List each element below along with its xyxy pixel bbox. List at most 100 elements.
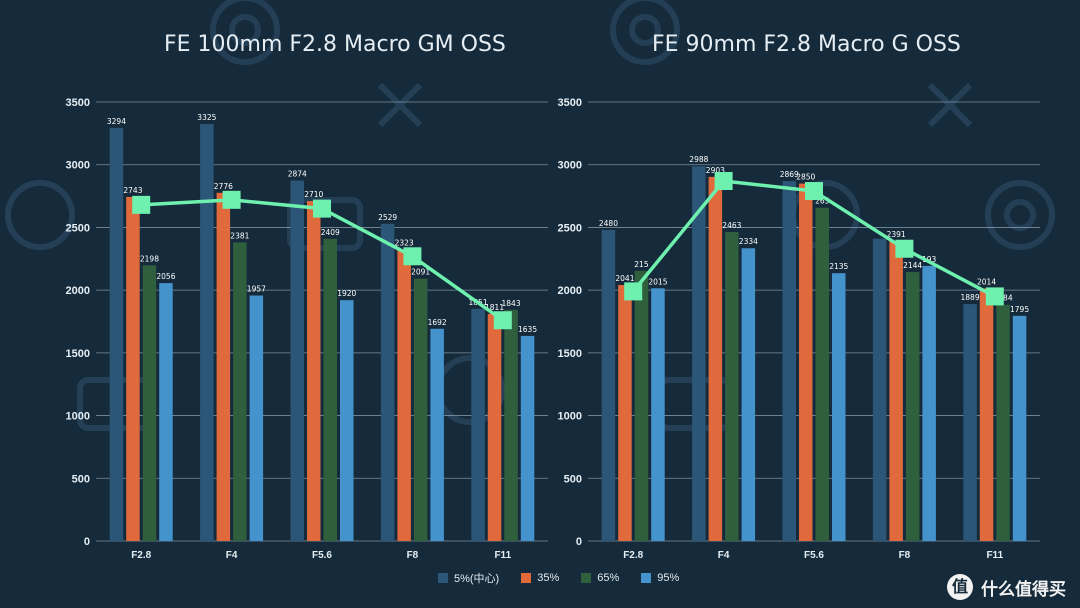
chart-title-left: FE 100mm F2.8 Macro GM OSS	[164, 32, 506, 57]
left-data-label: 2323	[395, 239, 414, 248]
right-data-label: 2869	[780, 170, 799, 179]
right-bar	[651, 288, 665, 541]
left-xtick-label: F5.6	[312, 550, 332, 561]
left-ytick-label: 3500	[66, 97, 90, 109]
right-data-label: 2480	[599, 219, 618, 228]
legend-item-95: 95%	[641, 572, 679, 584]
left-ytick-label: 500	[72, 473, 90, 485]
right-bar	[634, 270, 649, 541]
left-overlay-marker	[132, 195, 151, 214]
left-bar	[471, 308, 485, 541]
legend-swatch-35	[521, 573, 532, 583]
left-ytick-label: 1000	[66, 411, 90, 423]
right-bar	[905, 272, 920, 541]
left-overlay-marker	[313, 199, 331, 218]
legend-label-65: 65%	[597, 572, 620, 584]
right-data-label: 2988	[689, 155, 708, 164]
legend-item-65: 65%	[581, 572, 619, 584]
right-xtick-label: F8	[899, 550, 911, 561]
right-ytick-label: 1500	[558, 348, 582, 360]
legend-label-95: 95%	[657, 572, 680, 584]
left-xtick-label: F8	[407, 550, 419, 561]
right-overlay-marker	[895, 239, 914, 258]
legend-swatch-95	[641, 573, 652, 583]
left-ytick-label: 0	[84, 536, 90, 548]
right-ytick-label: 1000	[558, 411, 582, 423]
legend-swatch-65	[581, 573, 592, 583]
right-xtick-label: F2.8	[623, 550, 643, 561]
left-bar	[487, 313, 502, 541]
right-ytick-label: 500	[564, 473, 582, 485]
left-bar	[307, 201, 321, 542]
left-bar	[109, 127, 124, 541]
right-data-label: 265	[815, 197, 830, 206]
right-ytick-label: 3000	[558, 160, 582, 172]
right-bar	[963, 304, 977, 541]
right-bar	[692, 166, 706, 541]
right-data-label: 2014	[977, 277, 996, 286]
left-bar	[126, 196, 140, 541]
right-data-label: 2144	[903, 261, 922, 270]
right-data-label: 2041	[615, 274, 634, 283]
legend: 5%(中心) 35% 65% 95%	[438, 570, 679, 586]
right-bar	[741, 248, 756, 542]
left-data-label: 1843	[502, 299, 521, 308]
left-bar	[397, 249, 411, 541]
right-xtick-label: F4	[718, 550, 730, 561]
left-data-label: 1811	[485, 303, 504, 312]
left-ytick-label: 2000	[66, 285, 90, 297]
right-data-label: 2850	[796, 173, 815, 182]
left-overlay-marker	[493, 311, 512, 330]
left-bar	[142, 265, 157, 541]
left-bar	[380, 223, 395, 541]
brand-watermark: 值 什么值得买	[947, 574, 1066, 600]
right-ytick-label: 0	[576, 536, 582, 548]
left-data-label: 3325	[197, 113, 216, 122]
left-data-label: 1635	[518, 325, 537, 334]
left-bar	[216, 192, 231, 541]
legend-label-35: 35%	[537, 572, 560, 584]
left-xtick-label: F2.8	[131, 550, 151, 561]
right-bar	[889, 241, 903, 541]
right-overlay-marker	[985, 287, 1004, 306]
right-data-label: 1889	[961, 293, 980, 302]
left-bar	[413, 278, 428, 541]
left-bar	[504, 309, 518, 541]
right-bar	[799, 183, 813, 541]
right-bar	[725, 232, 739, 541]
left-data-label: 2198	[140, 254, 159, 263]
left-xtick-label: F11	[494, 550, 511, 561]
right-bar	[979, 288, 994, 541]
right-xtick-label: F11	[986, 550, 1003, 561]
legend-swatch-center	[438, 573, 448, 583]
left-overlay-marker	[403, 247, 422, 266]
legend-item-35: 35%	[521, 572, 559, 584]
left-data-label: 2381	[230, 231, 249, 240]
right-overlay-marker	[805, 182, 823, 201]
left-bar	[200, 123, 214, 541]
left-bar	[520, 335, 535, 541]
right-ytick-label: 2000	[558, 285, 582, 297]
left-data-label: 2529	[378, 213, 397, 222]
left-bar	[290, 180, 304, 541]
left-bar	[249, 295, 264, 541]
right-bar	[708, 176, 723, 541]
right-data-label: 2463	[722, 221, 741, 230]
right-bar	[815, 207, 829, 542]
left-data-label: 2874	[288, 170, 307, 179]
left-ytick-label: 1500	[66, 348, 90, 360]
right-data-label: 193	[922, 255, 937, 264]
right-bar	[782, 181, 796, 541]
right-overlay-marker	[624, 282, 643, 301]
left-data-label: 2056	[156, 272, 175, 281]
right-data-label: 2015	[648, 277, 667, 286]
left-bar	[430, 328, 444, 541]
right-bar	[996, 304, 1010, 541]
chart-title-right: FE 90mm F2.8 Macro G OSS	[652, 32, 961, 57]
left-bar	[340, 300, 354, 541]
right-bar	[832, 273, 846, 541]
right-ytick-label: 2500	[558, 222, 582, 234]
left-overlay-marker	[222, 190, 241, 209]
